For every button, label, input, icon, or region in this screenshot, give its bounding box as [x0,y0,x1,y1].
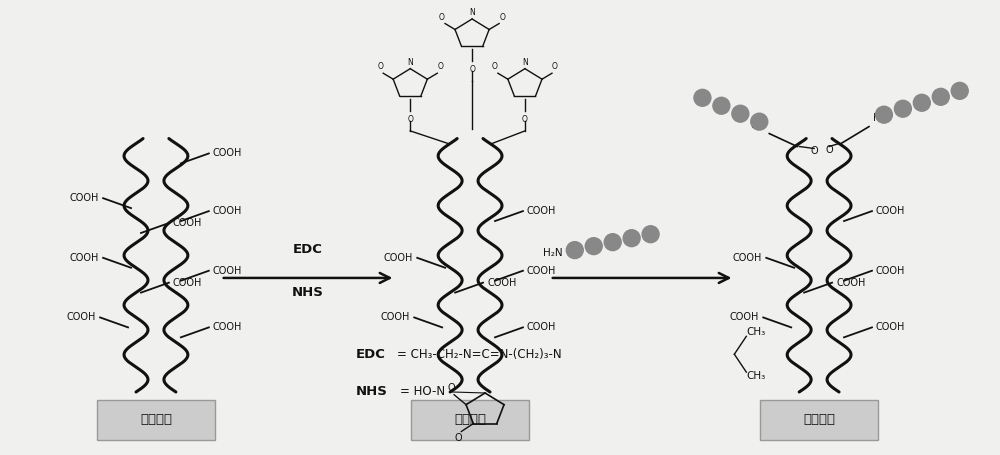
Circle shape [913,94,930,111]
Text: O: O [522,115,528,124]
Text: = CH₃-CH₂-N=C=N-(CH₂)₃-N: = CH₃-CH₂-N=C=N-(CH₂)₃-N [397,348,562,361]
Text: 改性硅胶: 改性硅胶 [140,413,172,426]
Circle shape [566,242,583,258]
Text: COOH: COOH [527,266,556,276]
Circle shape [713,97,730,114]
Text: COOH: COOH [213,206,242,216]
Text: EDC: EDC [355,348,385,361]
Text: O: O [499,13,505,21]
Text: COOH: COOH [213,148,242,158]
Text: N: N [469,8,475,17]
Text: COOH: COOH [70,253,99,263]
Text: COOH: COOH [876,206,905,216]
Text: O: O [810,146,818,156]
FancyBboxPatch shape [760,400,878,440]
Text: O: O [492,62,498,71]
Circle shape [732,105,749,122]
Text: COOH: COOH [213,266,242,276]
Text: H₂N: H₂N [543,248,563,258]
Text: O: O [552,62,558,71]
Circle shape [623,230,640,247]
Text: O: O [407,115,413,124]
Circle shape [875,106,892,123]
Text: COOH: COOH [876,323,905,333]
Text: O: O [377,62,383,71]
Text: EDC: EDC [293,243,323,256]
Circle shape [642,226,659,243]
Text: NH: NH [751,120,765,130]
Text: COOH: COOH [381,313,410,323]
Text: N: N [522,58,528,67]
Text: COOH: COOH [527,206,556,216]
Circle shape [894,100,911,117]
Text: O: O [447,383,455,393]
Text: COOH: COOH [70,193,99,203]
Text: COOH: COOH [836,278,865,288]
Circle shape [751,113,768,130]
Text: COOH: COOH [173,278,202,288]
Text: HN: HN [873,113,888,123]
Circle shape [951,82,968,99]
Text: NHS: NHS [292,286,324,299]
Text: = HO-N: = HO-N [400,385,445,399]
Text: COOH: COOH [384,253,413,263]
Text: COOH: COOH [487,278,516,288]
Text: COOH: COOH [733,253,762,263]
Text: CH₃: CH₃ [746,327,766,337]
Text: COOH: COOH [67,313,96,323]
Text: N: N [407,58,413,67]
Circle shape [604,234,621,251]
Text: NHS: NHS [355,385,387,399]
Text: COOH: COOH [213,323,242,333]
Text: O: O [455,434,462,444]
Text: O: O [437,62,443,71]
Text: COOH: COOH [730,313,759,323]
Text: O: O [825,145,833,155]
Text: O: O [469,66,475,74]
FancyBboxPatch shape [411,400,529,440]
Text: COOH: COOH [173,218,202,228]
Text: O: O [439,13,445,21]
Text: 改性硅胶: 改性硅胶 [803,413,835,426]
Text: 改性硅胶: 改性硅胶 [454,413,486,426]
Circle shape [932,88,949,105]
Circle shape [694,89,711,106]
Circle shape [585,238,602,255]
Text: COOH: COOH [527,323,556,333]
Text: COOH: COOH [876,266,905,276]
Text: CH₃: CH₃ [746,371,766,381]
FancyBboxPatch shape [97,400,215,440]
